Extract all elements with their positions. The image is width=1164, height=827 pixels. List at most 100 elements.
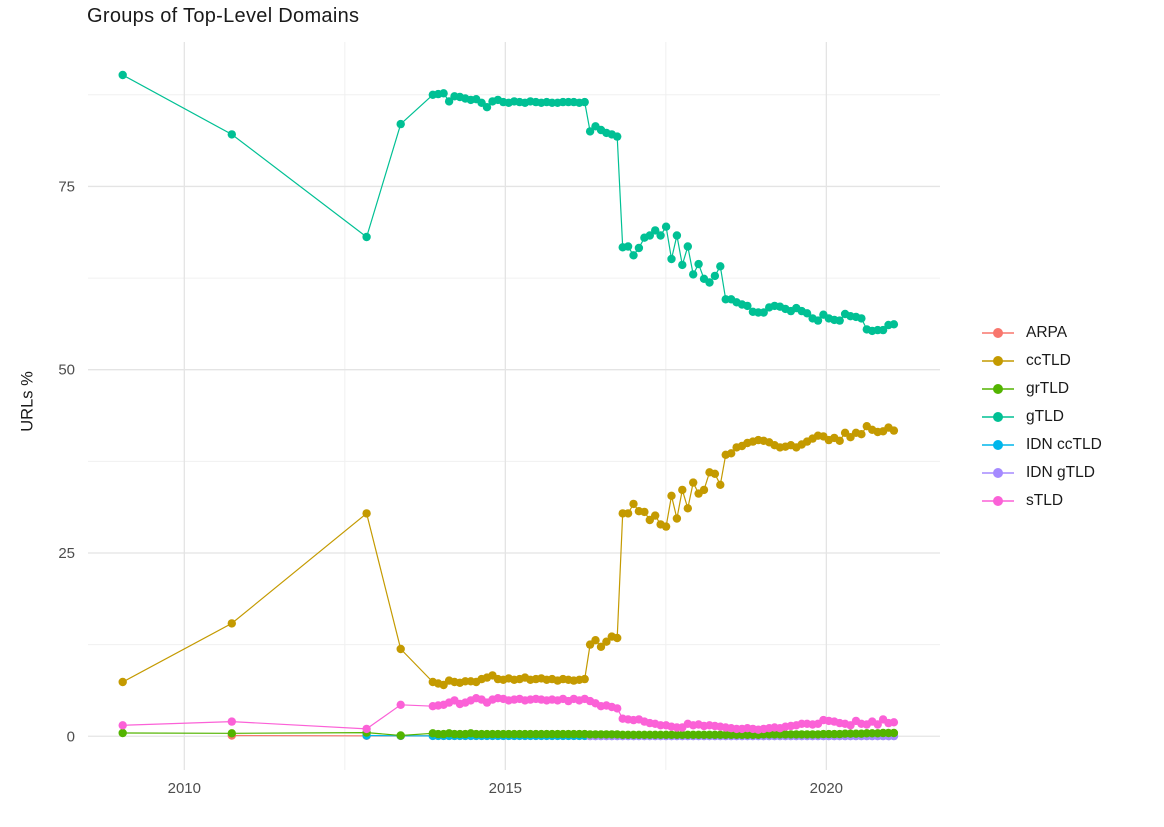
data-point-gtld (439, 89, 448, 98)
series-cctld (118, 422, 899, 690)
data-point-cctld (613, 633, 622, 643)
data-point-grtld (396, 731, 405, 740)
data-point-cctld (667, 491, 676, 500)
legend-item-gtld: gTLD (980, 407, 1102, 426)
legend-item-arpa: ARPA (980, 323, 1102, 342)
legend-item-stld: sTLD (980, 491, 1102, 510)
data-point-cctld (596, 642, 606, 651)
legend-key-grtld (982, 383, 1014, 394)
data-point-cctld (672, 514, 682, 523)
data-point-cctld (710, 469, 720, 478)
data-point-gtld (705, 278, 714, 287)
x-tick-label: 2020 (810, 780, 843, 797)
data-point-cctld (580, 674, 589, 684)
legend-label: sTLD (1026, 491, 1064, 509)
grid-minor (88, 42, 940, 770)
y-tick-label: 25 (58, 545, 75, 562)
data-point-cctld (716, 480, 725, 489)
data-point-stld (613, 704, 622, 713)
x-tick-label: 2015 (489, 780, 522, 797)
data-point-cctld (683, 504, 692, 513)
data-point-gtld (362, 232, 371, 242)
data-point-stld (396, 700, 405, 709)
data-point-gtld (802, 309, 812, 318)
data-point-gtld (857, 314, 866, 323)
data-point-cctld (227, 619, 236, 628)
data-point-gtld (661, 222, 671, 231)
data-point-gtld (623, 242, 633, 251)
data-point-cctld (118, 677, 127, 687)
data-point-gtld (396, 119, 405, 129)
grid-major (88, 42, 940, 770)
data-point-cctld (651, 511, 660, 520)
data-point-gtld (585, 127, 595, 136)
data-point-cctld (857, 430, 866, 439)
y-tick-label: 75 (58, 178, 75, 195)
data-point-cctld (889, 426, 899, 435)
data-point-gtld (580, 97, 589, 107)
legend-label: ARPA (1026, 323, 1068, 341)
data-point-cctld (591, 636, 600, 645)
data-point-gtld (689, 270, 698, 279)
legend-item-idn-gtld: IDN gTLD (980, 463, 1102, 482)
data-point-gtld (878, 325, 888, 335)
axis-ticks: 2010 2015 2020 0 25 50 75 (58, 178, 843, 797)
data-point-gtld (482, 103, 492, 112)
data-point-gtld (613, 132, 622, 141)
data-point-gtld (672, 231, 682, 240)
data-point-cctld (699, 485, 709, 495)
data-point-cctld (661, 522, 671, 531)
data-point-stld (362, 724, 371, 734)
series-stld (118, 694, 899, 734)
legend-item-idn-cctld: IDN ccTLD (980, 435, 1102, 454)
data-point-grtld (118, 728, 127, 738)
legend-label: gTLD (1026, 407, 1064, 425)
legend-label: ccTLD (1026, 351, 1071, 369)
data-point-grtld (227, 729, 236, 738)
data-point-gtld (634, 243, 644, 253)
data-point-cctld (727, 449, 736, 458)
data-point-cctld (678, 485, 687, 495)
data-point-gtld (651, 226, 660, 235)
data-point-gtld (667, 254, 676, 264)
data-point-gtld (759, 308, 768, 317)
data-point-gtld (678, 260, 687, 270)
data-point-gtld (629, 251, 638, 260)
data-point-stld (118, 721, 127, 730)
legend-key-cctld (982, 355, 1014, 366)
data-point-cctld (835, 436, 844, 445)
y-tick-label: 50 (58, 362, 75, 379)
legend-key-arpa (982, 327, 1014, 338)
data-point-gtld (710, 271, 720, 281)
data-point-cctld (602, 637, 611, 646)
data-point-cctld (629, 499, 638, 509)
x-tick-label: 2010 (168, 780, 201, 797)
data-point-gtld (716, 262, 725, 271)
data-point-grtld (889, 728, 899, 738)
legend-label: grTLD (1026, 379, 1070, 397)
legend-key-idn-gtld (982, 467, 1014, 478)
legend-item-cctld: ccTLD (980, 351, 1102, 370)
legend-label: IDN ccTLD (1026, 435, 1102, 453)
chart-title: Groups of Top-Level Domains (87, 5, 360, 27)
data-point-gtld (444, 97, 454, 106)
legend-key-gtld (982, 411, 1014, 422)
data-point-gtld (835, 316, 844, 325)
legend-key-idn-cctld (982, 439, 1014, 450)
data-point-stld (227, 717, 236, 726)
data-point-cctld (689, 478, 698, 487)
data-point-cctld (396, 644, 405, 654)
series-gtld (118, 70, 899, 336)
data-point-cctld (362, 509, 371, 518)
data-point-stld (889, 718, 899, 727)
data-point-gtld (656, 231, 665, 240)
series-grtld (118, 728, 899, 740)
data-point-gtld (645, 231, 654, 240)
data-point-cctld (623, 509, 633, 518)
data-point-gtld (683, 242, 692, 251)
data-point-gtld (227, 130, 236, 139)
legend-item-grtld: grTLD (980, 379, 1102, 398)
data-point-gtld (743, 301, 752, 311)
